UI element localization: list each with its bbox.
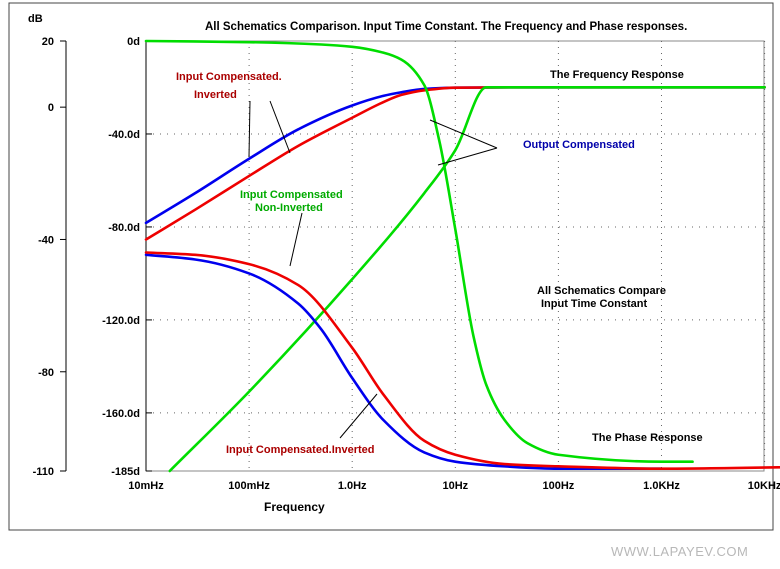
db-tick-label: -80 [38, 367, 54, 379]
pointer-line [437, 147, 498, 166]
annotation-input-compensated-inverted-phase: Input Compensated.Inverted [226, 444, 375, 456]
phase-tick-label: -185d [111, 466, 140, 478]
x-tick-label: 1.0KHz [643, 480, 680, 492]
pointer-line [269, 100, 291, 154]
phase-tick-label: -80.0d [108, 222, 140, 234]
db-tick-label: 0 [48, 102, 54, 114]
x-tick-label: 10KHz [748, 480, 780, 492]
watermark: WWW.LAPAYEV.COM [611, 544, 748, 559]
series-line-1 [144, 86, 766, 241]
annotation-pointers [248, 100, 498, 439]
series-line-3 [144, 253, 663, 470]
pointer-line [248, 100, 251, 158]
x-axis-label: Frequency [264, 500, 325, 514]
annotation-input-compensated-inverted: Input Compensated. Inverted [176, 71, 285, 101]
db-tick-label: 20 [42, 36, 54, 48]
plot-frame [145, 40, 765, 472]
axis-ticks: 20 0 -40 -80 -110 0d -40.0d -80.0d -120.0d -160.0… [33, 36, 780, 492]
phase-tick-label: -120.0d [102, 315, 140, 327]
phase-tick-label: -40.0d [108, 129, 140, 141]
annotation-phase-response: The Phase Response [592, 432, 703, 444]
x-tick-label: 1.0Hz [338, 480, 367, 492]
grid [146, 41, 766, 471]
series-line-5 [144, 39, 694, 464]
pointer-line [289, 212, 303, 267]
x-tick-label: 10Hz [442, 480, 468, 492]
phase-tick-label: -160.0d [102, 408, 140, 420]
outer-frame [8, 2, 774, 531]
pointer-line [339, 393, 378, 439]
db-tick-label: -40 [38, 234, 54, 246]
annotation-compare: All Schematics Compare Input Time Consta… [537, 285, 669, 310]
series-line-4 [144, 251, 780, 470]
x-tick-label: 100mHz [228, 480, 270, 492]
curves [144, 39, 780, 473]
x-tick-label: 100Hz [543, 480, 575, 492]
series-line-2 [168, 86, 766, 473]
annotation-input-compensated-noninverted: Input Compensated Non-Inverted [240, 189, 346, 214]
phase-tick-label: 0d [127, 36, 140, 48]
chart-title: All Schematics Comparison. Input Time Co… [205, 21, 687, 33]
x-tick-label: 10mHz [128, 480, 164, 492]
left-axis-unit: dB [28, 13, 43, 25]
db-tick-label: -110 [33, 466, 54, 478]
annotation-output-compensated: Output Compensated [523, 139, 635, 151]
annotation-frequency-response: The Frequency Response [550, 69, 684, 81]
pointer-line [429, 119, 498, 149]
